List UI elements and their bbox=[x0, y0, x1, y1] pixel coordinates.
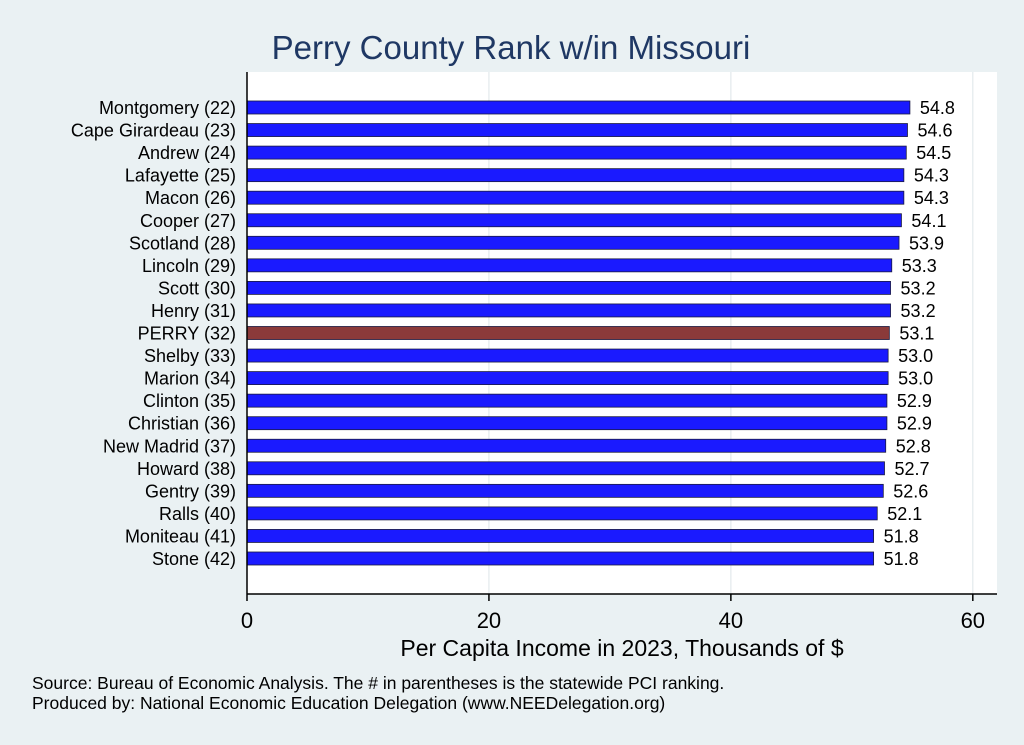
category-label: Henry (31) bbox=[151, 301, 236, 321]
category-label: Stone (42) bbox=[152, 549, 236, 569]
bars bbox=[246, 100, 911, 566]
x-axis-label: Per Capita Income in 2023, Thousands of … bbox=[400, 635, 843, 661]
bar bbox=[246, 168, 905, 183]
chart-title: Perry County Rank w/in Missouri bbox=[272, 29, 751, 66]
bar bbox=[246, 100, 911, 115]
producer-note: Produced by: National Economic Education… bbox=[32, 693, 666, 713]
value-label: 54.6 bbox=[917, 121, 952, 141]
category-labels: Montgomery (22) Cape Girardeau (23)Andrew… bbox=[71, 98, 236, 569]
category-label: Cooper (27) bbox=[140, 211, 236, 231]
category-label: Shelby (33) bbox=[144, 346, 236, 366]
category-label: Christian (36) bbox=[128, 414, 236, 434]
category-label: Clinton (35) bbox=[143, 391, 236, 411]
bar bbox=[246, 371, 889, 386]
value-label: 53.2 bbox=[901, 278, 936, 298]
value-label: 52.6 bbox=[893, 481, 928, 501]
value-label: 54.8 bbox=[920, 98, 955, 118]
category-label: Scotland (28) bbox=[129, 233, 236, 253]
category-label: Moniteau (41) bbox=[125, 526, 236, 546]
category-label: Cape Girardeau (23) bbox=[71, 121, 236, 141]
value-label: 51.8 bbox=[884, 526, 919, 546]
category-label: PERRY (32) bbox=[138, 324, 236, 344]
value-label: 52.9 bbox=[897, 414, 932, 434]
bar bbox=[246, 461, 885, 476]
bar bbox=[246, 258, 893, 273]
value-label: 54.5 bbox=[916, 143, 951, 163]
category-label: Macon (26) bbox=[145, 188, 236, 208]
bar bbox=[246, 303, 891, 318]
source-note: Source: Bureau of Economic Analysis. The… bbox=[32, 673, 725, 693]
bar bbox=[246, 190, 905, 205]
value-label: 54.3 bbox=[914, 166, 949, 186]
value-label: 51.8 bbox=[884, 549, 919, 569]
value-labels: 54.854.654.554.354.354.153.953.353.253.2… bbox=[884, 98, 955, 569]
value-label: 53.0 bbox=[898, 346, 933, 366]
bar bbox=[246, 280, 891, 295]
category-label: New Madrid (37) bbox=[103, 436, 236, 456]
x-tick-label: 0 bbox=[241, 608, 253, 633]
bar bbox=[246, 551, 875, 566]
value-label: 52.7 bbox=[895, 459, 930, 479]
value-label: 53.3 bbox=[902, 256, 937, 276]
bar bbox=[246, 213, 902, 228]
category-label: Gentry (39) bbox=[145, 481, 236, 501]
bar-highlight bbox=[246, 326, 890, 340]
value-label: 54.3 bbox=[914, 188, 949, 208]
bar bbox=[246, 123, 908, 137]
value-label: 52.8 bbox=[896, 436, 931, 456]
value-label: 53.9 bbox=[909, 233, 944, 253]
value-label: 54.1 bbox=[911, 211, 946, 231]
value-label: 53.1 bbox=[899, 324, 934, 344]
bar bbox=[246, 416, 888, 431]
category-label: Lincoln (29) bbox=[142, 256, 236, 276]
category-label: Marion (34) bbox=[144, 369, 236, 389]
bar bbox=[246, 506, 878, 521]
value-label: 53.2 bbox=[901, 301, 936, 321]
category-label: Andrew (24) bbox=[138, 143, 236, 163]
x-tick-label: 60 bbox=[961, 608, 985, 633]
category-label: Lafayette (25) bbox=[125, 166, 236, 186]
value-label: 53.0 bbox=[898, 369, 933, 389]
value-label: 52.1 bbox=[887, 504, 922, 524]
bar bbox=[246, 235, 900, 250]
value-label: 52.9 bbox=[897, 391, 932, 411]
bar bbox=[246, 529, 875, 543]
bar bbox=[246, 348, 889, 363]
bar bbox=[246, 145, 907, 160]
category-label: Howard (38) bbox=[137, 459, 236, 479]
bar bbox=[246, 438, 887, 453]
category-label: Scott (30) bbox=[158, 278, 236, 298]
x-tick-label: 40 bbox=[719, 608, 743, 633]
bar bbox=[246, 483, 884, 498]
x-ticks: 0 20 40 60 bbox=[241, 594, 985, 633]
x-tick-label: 20 bbox=[477, 608, 501, 633]
category-label: Montgomery (22) bbox=[99, 98, 236, 118]
bar bbox=[246, 393, 888, 408]
category-label: Ralls (40) bbox=[159, 504, 236, 524]
